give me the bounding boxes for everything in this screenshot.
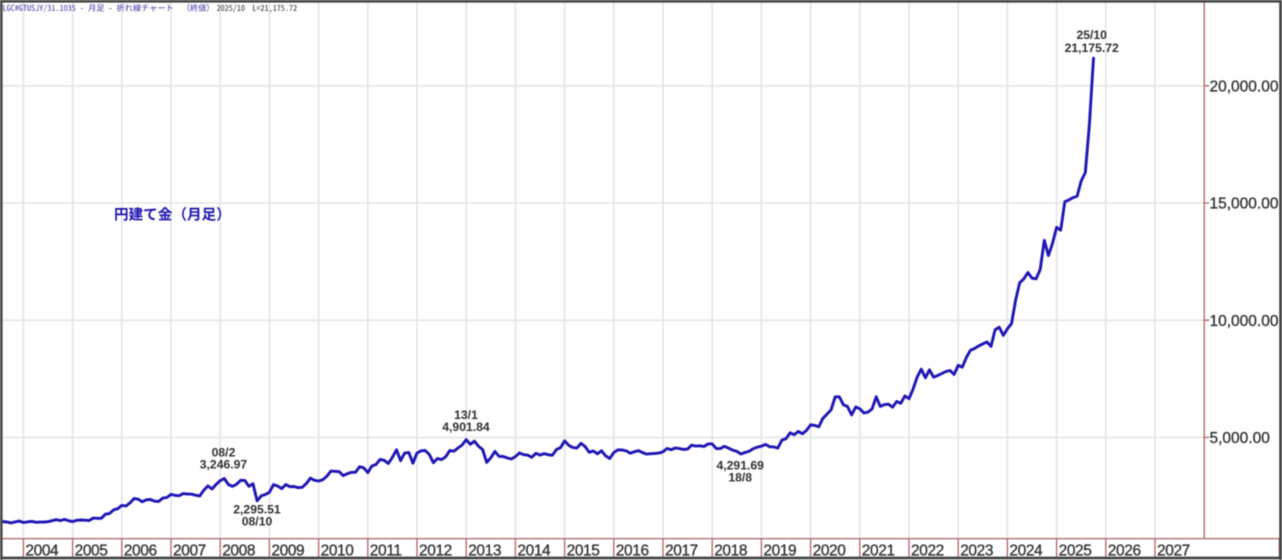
svg-text:4,901.84: 4,901.84 (442, 420, 490, 434)
svg-text:2021: 2021 (862, 543, 895, 560)
svg-text:2,295.51: 2,295.51 (233, 503, 281, 517)
svg-text:2008: 2008 (222, 543, 255, 560)
svg-text:08/10: 08/10 (242, 515, 273, 529)
svg-text:2006: 2006 (124, 543, 157, 560)
svg-text:2013: 2013 (468, 543, 501, 560)
svg-text:2023: 2023 (960, 543, 993, 560)
svg-text:2007: 2007 (173, 543, 206, 560)
svg-text:18/8: 18/8 (728, 470, 752, 484)
svg-text:2027: 2027 (1157, 543, 1190, 560)
svg-text:2004: 2004 (25, 543, 59, 560)
svg-text:2017: 2017 (665, 543, 698, 560)
svg-text:2020: 2020 (813, 543, 847, 560)
svg-text:25/10: 25/10 (1076, 28, 1107, 42)
svg-text:2016: 2016 (616, 543, 649, 560)
svg-text:4,291.69: 4,291.69 (716, 459, 764, 473)
svg-text:15,000.00: 15,000.00 (1210, 196, 1279, 213)
svg-text:2022: 2022 (911, 543, 944, 560)
svg-text:08/2: 08/2 (212, 445, 236, 459)
svg-text:3,246.97: 3,246.97 (200, 458, 248, 472)
svg-text:10,000.00: 10,000.00 (1210, 313, 1279, 330)
svg-text:2012: 2012 (419, 543, 452, 560)
svg-text:2014: 2014 (517, 543, 551, 560)
svg-text:13/1: 13/1 (454, 408, 478, 422)
svg-text:2018: 2018 (714, 543, 747, 560)
svg-text:21,175.72: 21,175.72 (1065, 41, 1119, 55)
svg-text:2015: 2015 (567, 543, 600, 560)
svg-text:2019: 2019 (763, 543, 796, 560)
svg-text:2009: 2009 (271, 543, 304, 560)
svg-text:20,000.00: 20,000.00 (1210, 79, 1279, 96)
svg-text:2011: 2011 (370, 543, 402, 560)
svg-text:2024: 2024 (1009, 543, 1043, 560)
svg-text:2010: 2010 (321, 543, 355, 560)
svg-text:2025: 2025 (1059, 543, 1092, 560)
svg-text:2005: 2005 (75, 543, 108, 560)
svg-text:5,000.00: 5,000.00 (1210, 430, 1271, 447)
svg-text:2026: 2026 (1108, 543, 1141, 560)
